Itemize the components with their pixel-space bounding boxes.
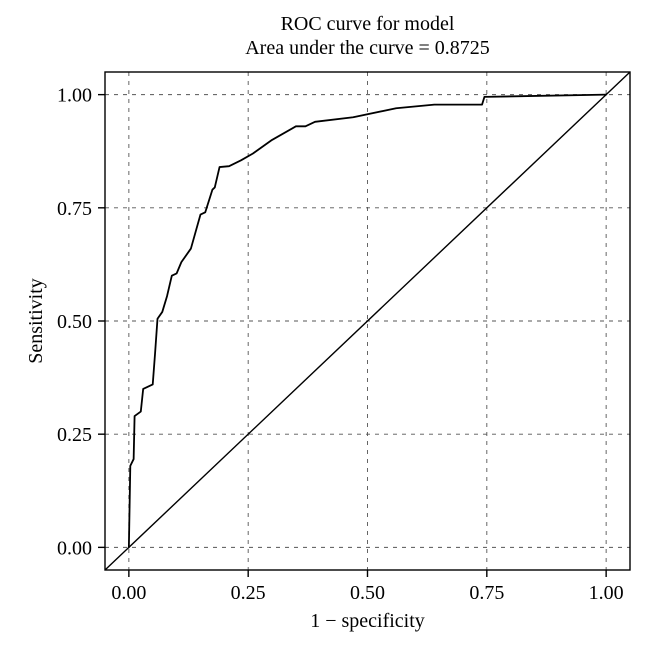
y-tick-label: 0.25: [57, 424, 92, 446]
chart-bg: [0, 0, 669, 658]
roc-chart: 0.00 0.25 0.50 0.75 1.00 0.00 0.25 0.50 0.75 1.00…: [0, 0, 669, 658]
chart-title-line1: ROC curve for model: [281, 13, 455, 35]
x-tick-label: 1.00: [589, 582, 624, 604]
x-tick-label: 0.75: [469, 582, 504, 604]
roc-chart-svg: 0.00 0.25 0.50 0.75 1.00 0.00 0.25 0.50 0.75 1.00…: [0, 0, 669, 658]
x-tick-label: 0.25: [231, 582, 266, 604]
y-tick-label: 0.75: [57, 198, 92, 220]
x-axis-label: 1 − specificity: [310, 610, 425, 632]
y-axis-label: Sensitivity: [25, 278, 47, 364]
chart-title-line2: Area under the curve = 0.8725: [245, 37, 490, 59]
y-tick-label: 0.50: [57, 311, 92, 333]
y-tick-label: 1.00: [57, 85, 92, 107]
y-tick-label: 0.00: [57, 537, 92, 559]
x-tick-label: 0.00: [111, 582, 146, 604]
x-tick-label: 0.50: [350, 582, 385, 604]
